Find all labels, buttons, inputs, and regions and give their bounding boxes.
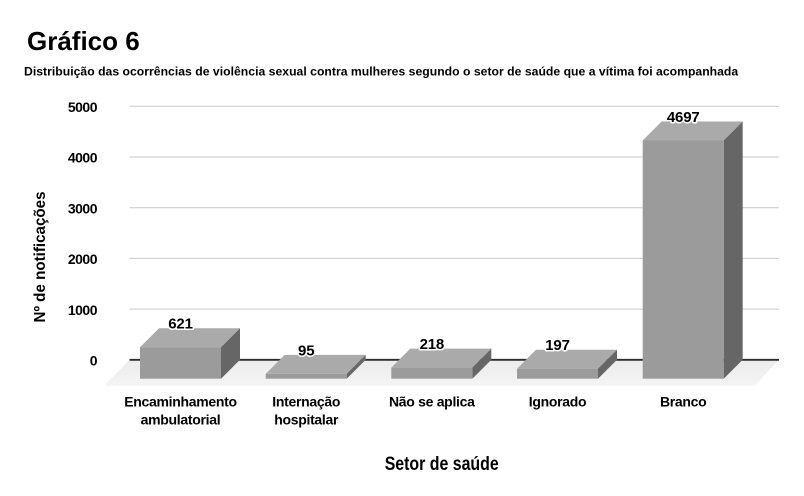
svg-text:Distribuição das ocorrências d: Distribuição das ocorrências de violênci… [24,64,738,78]
svg-text:4000: 4000 [68,150,98,166]
svg-text:hospitalar: hospitalar [274,412,339,428]
svg-text:Encaminhamento: Encaminhamento [124,394,237,410]
svg-text:Setor de saúde: Setor de saúde [385,454,499,475]
svg-text:197: 197 [545,337,569,354]
svg-text:0: 0 [90,353,98,369]
svg-text:Gráfico 6: Gráfico 6 [27,26,140,56]
svg-text:2000: 2000 [68,251,98,267]
svg-text:Ignorado: Ignorado [529,394,586,410]
svg-text:Nº de notificações: Nº de notificações [32,191,49,322]
svg-text:621: 621 [168,316,192,333]
svg-text:4697: 4697 [667,109,700,126]
svg-text:95: 95 [298,342,314,359]
svg-text:3000: 3000 [68,200,98,216]
svg-text:Internação: Internação [272,394,340,410]
svg-text:5000: 5000 [68,99,98,115]
svg-text:1000: 1000 [68,302,98,318]
svg-text:218: 218 [420,336,444,353]
svg-text:ambulatorial: ambulatorial [141,412,221,428]
svg-text:Não se aplica: Não se aplica [389,394,475,410]
svg-text:Branco: Branco [660,394,706,410]
